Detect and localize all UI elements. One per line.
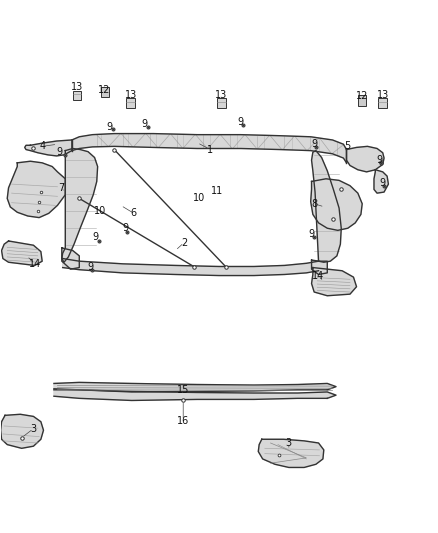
Text: 10: 10 [193, 193, 205, 204]
Polygon shape [311, 268, 357, 296]
Text: 14: 14 [312, 271, 325, 281]
Polygon shape [63, 259, 318, 276]
Polygon shape [374, 169, 389, 193]
Text: 9: 9 [87, 262, 93, 271]
FancyBboxPatch shape [378, 98, 387, 108]
Text: 12: 12 [99, 85, 111, 95]
Polygon shape [1, 414, 43, 448]
FancyBboxPatch shape [101, 87, 109, 98]
Polygon shape [62, 248, 79, 269]
Text: 10: 10 [94, 206, 106, 216]
Text: 1: 1 [207, 144, 213, 155]
FancyBboxPatch shape [127, 98, 135, 108]
Text: 9: 9 [308, 229, 314, 239]
Text: 9: 9 [93, 232, 99, 242]
Text: 9: 9 [237, 117, 243, 127]
Polygon shape [258, 439, 324, 467]
Text: 8: 8 [311, 199, 317, 209]
Text: 9: 9 [122, 223, 128, 233]
Text: 2: 2 [181, 238, 187, 247]
Text: 9: 9 [311, 139, 317, 149]
Text: 16: 16 [177, 416, 189, 426]
Polygon shape [72, 134, 346, 163]
Text: 9: 9 [380, 177, 386, 188]
Polygon shape [62, 149, 98, 262]
Text: 3: 3 [30, 424, 36, 434]
Text: 15: 15 [177, 385, 189, 395]
Text: 4: 4 [39, 141, 45, 151]
Polygon shape [311, 260, 327, 274]
Text: 13: 13 [125, 90, 137, 100]
FancyBboxPatch shape [358, 95, 366, 106]
Text: 11: 11 [211, 186, 223, 196]
Text: 14: 14 [28, 259, 41, 269]
Polygon shape [346, 147, 384, 172]
Text: 13: 13 [215, 90, 227, 100]
Text: 6: 6 [131, 208, 137, 219]
Text: 9: 9 [377, 155, 383, 165]
Text: 9: 9 [57, 147, 63, 157]
FancyBboxPatch shape [73, 91, 81, 100]
Text: 13: 13 [71, 82, 83, 92]
Text: 13: 13 [377, 90, 389, 100]
Polygon shape [7, 161, 65, 217]
Polygon shape [2, 241, 42, 265]
Text: 12: 12 [356, 91, 368, 101]
Text: 7: 7 [58, 183, 64, 193]
Text: 5: 5 [345, 141, 351, 151]
Polygon shape [54, 382, 336, 400]
Text: 3: 3 [286, 438, 292, 448]
Text: 9: 9 [106, 122, 112, 132]
Polygon shape [25, 140, 72, 156]
FancyBboxPatch shape [217, 98, 226, 108]
Text: 9: 9 [142, 119, 148, 129]
Polygon shape [311, 151, 341, 262]
Polygon shape [311, 179, 362, 230]
